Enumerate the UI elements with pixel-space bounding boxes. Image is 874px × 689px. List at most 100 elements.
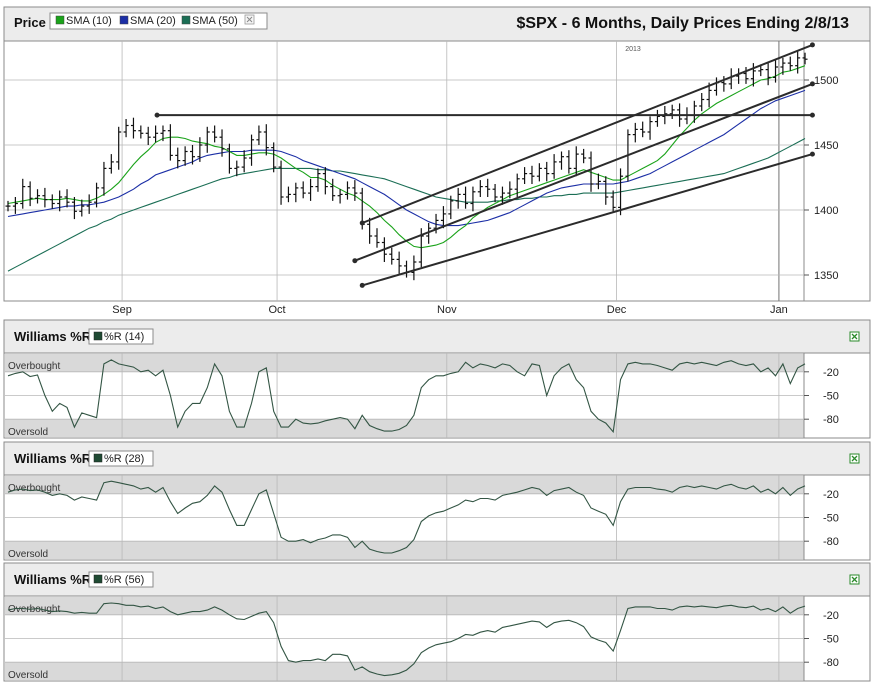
williams-ytick-label: -50 — [823, 391, 839, 403]
price-bar — [647, 116, 653, 140]
price-bar — [153, 125, 159, 143]
x-label-sep: Sep — [112, 304, 132, 316]
price-bar — [551, 154, 557, 179]
williams-panels: Williams %R %R (14) -20 -50 -80 Overbought Ove… — [3, 319, 871, 682]
price-bar — [514, 173, 520, 197]
legend-close-icon[interactable] — [244, 14, 255, 25]
sma50-legend-label: SMA (50) — [192, 15, 238, 27]
price-bar — [559, 151, 564, 170]
williams-legend-swatch-2 — [93, 453, 103, 463]
williams-close-icon-1[interactable] — [849, 331, 860, 342]
williams-legend-box-1 — [88, 328, 154, 345]
price-bar — [12, 197, 18, 214]
price-bar — [204, 126, 210, 153]
price-bar — [507, 181, 513, 199]
resistance-anchor-right — [809, 112, 815, 118]
price-bar — [492, 184, 498, 203]
sma10-legend-label: SMA (10) — [66, 15, 112, 27]
price-bar — [64, 189, 70, 208]
williams-line-2 — [7, 480, 806, 554]
price-bar — [226, 143, 232, 174]
channel-middle-line — [354, 82, 813, 262]
price-bar — [330, 178, 336, 201]
overbought-label: Overbought — [8, 361, 60, 372]
price-bar — [234, 160, 240, 177]
channel-lower-line — [361, 153, 813, 287]
channel-lower-line-anchor-left — [359, 282, 365, 288]
price-bar — [49, 194, 55, 209]
trendlines — [154, 42, 815, 288]
price-bar — [256, 125, 262, 145]
price-bar — [440, 206, 446, 229]
price-bar — [271, 142, 277, 173]
price-bar — [293, 182, 299, 203]
channel-middle-line-anchor-left — [352, 258, 358, 264]
sma10-legend-swatch — [55, 15, 65, 25]
price-bar — [5, 200, 11, 212]
williams-legend-box-3 — [88, 571, 154, 588]
price-bar — [566, 150, 572, 174]
oversold-label: Oversold — [8, 670, 48, 681]
price-bar — [699, 93, 705, 112]
close-glyph — [851, 333, 858, 340]
price-bar — [595, 173, 601, 190]
price-bar — [499, 186, 505, 205]
price-bar — [573, 146, 579, 177]
price-bar — [71, 197, 77, 220]
price-bar — [249, 134, 255, 166]
sma50-legend-swatch — [181, 15, 191, 25]
price-bar — [640, 121, 646, 138]
year-marker: 2013 — [625, 46, 641, 53]
price-bar — [138, 125, 144, 139]
price-bar — [263, 124, 269, 156]
close-glyph — [851, 576, 858, 583]
price-bar — [300, 181, 306, 199]
price-bar — [750, 63, 756, 87]
williams-close-icon-3[interactable] — [849, 574, 860, 585]
williams-legend-box-2 — [88, 450, 154, 467]
price-bar — [57, 190, 63, 212]
price-y-axis: 1350 1400 1450 1500 — [804, 75, 838, 282]
price-bar — [212, 125, 218, 143]
williams-ytick-label: -80 — [823, 657, 839, 669]
price-ytick-label-0: 1350 — [814, 270, 838, 282]
price-bar — [411, 255, 417, 281]
williams-legend-swatch-3 — [93, 574, 103, 584]
williams-title-3: Williams %R — [14, 572, 92, 587]
price-bar — [108, 154, 114, 174]
oversold-label: Oversold — [8, 549, 48, 560]
price-bars — [5, 50, 808, 281]
close-glyph — [851, 455, 858, 462]
price-bar — [610, 190, 616, 213]
price-bar — [654, 109, 660, 127]
williams-ytick-label: -20 — [823, 610, 839, 622]
price-bar — [463, 186, 469, 209]
overbought-band — [5, 476, 804, 494]
price-grid — [4, 41, 805, 301]
price-bar — [396, 251, 402, 274]
price-bar — [278, 160, 284, 205]
price-bar — [241, 150, 247, 173]
resistance-anchor-left — [154, 112, 160, 118]
williams-ytick-label: -80 — [823, 536, 839, 548]
price-bar — [802, 52, 808, 65]
x-label-jan: Jan — [770, 304, 788, 316]
oversold-band — [5, 419, 804, 437]
price-bar — [337, 189, 343, 204]
price-ytick-label-1: 1400 — [814, 205, 838, 217]
williams-close-icon-2[interactable] — [849, 453, 860, 464]
price-bar — [116, 126, 122, 170]
price-bar — [765, 63, 771, 86]
price-bar — [145, 126, 151, 145]
price-bar — [123, 119, 129, 138]
x-label-nov: Nov — [437, 304, 457, 316]
price-bar — [787, 56, 793, 71]
price-ytick-label-3: 1500 — [814, 75, 838, 87]
sma50-line — [7, 138, 806, 272]
williams-ytick-label: -20 — [823, 489, 839, 501]
price-bar — [581, 148, 587, 164]
williams-title-2: Williams %R — [14, 451, 92, 466]
price-bar — [477, 180, 483, 197]
price-bar — [130, 117, 136, 139]
price-bar — [618, 168, 624, 216]
